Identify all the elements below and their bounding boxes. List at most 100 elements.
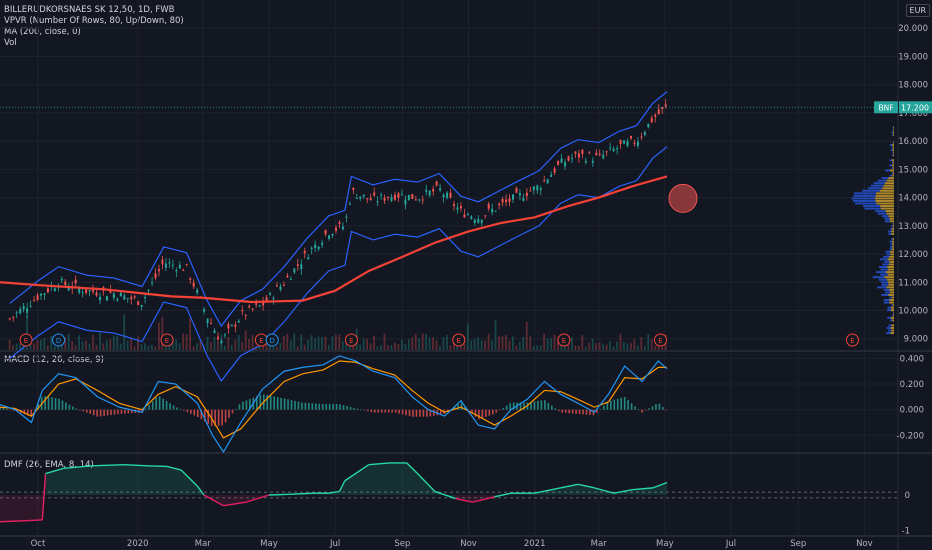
volume-bar	[532, 346, 535, 350]
volume-bar	[338, 334, 341, 350]
macd-hist-bar	[37, 403, 39, 410]
volume-bar	[50, 335, 53, 350]
candle-body	[154, 273, 157, 278]
macd-hist-bar	[363, 409, 366, 411]
macd-hist-bar	[30, 409, 33, 417]
volume-bar	[241, 341, 244, 350]
macd-hist-bar	[44, 396, 46, 410]
currency-badge[interactable]: EUR	[905, 4, 930, 17]
candle-body	[98, 296, 101, 301]
macd-hist-bar	[131, 409, 133, 414]
volume-bar	[616, 341, 618, 350]
candle-body	[366, 198, 369, 200]
candle-body	[345, 216, 348, 218]
macd-hist-bar	[54, 397, 57, 410]
event-marker-label-3: E	[259, 337, 263, 345]
vpvr-row-up	[886, 332, 891, 335]
vpvr-row-up	[892, 151, 894, 154]
volume-bar	[328, 344, 330, 350]
volume-bar	[400, 339, 403, 350]
candle-body	[643, 132, 646, 135]
candle-body	[29, 306, 32, 308]
candle-body	[577, 153, 580, 158]
candle-body	[432, 188, 435, 192]
volume-bar	[314, 338, 316, 350]
candle-body	[303, 250, 306, 254]
vpvr-row-down	[893, 128, 894, 131]
candle-body	[564, 162, 567, 167]
candle-body	[505, 199, 508, 203]
volume-bar	[88, 343, 91, 350]
macd-hist-bar	[242, 401, 244, 410]
indicator-vpvr[interactable]: VPVR (Number Of Rows, 80, Up/Down, 80)	[4, 16, 184, 26]
macd-hist-bar	[183, 409, 185, 411]
volume-bar	[78, 335, 80, 350]
volume-bar	[29, 341, 32, 350]
indicator-ma[interactable]: MA (200, close, 0)	[4, 27, 81, 37]
price-tick-7: 16.000	[898, 137, 928, 147]
candle-body	[612, 148, 615, 152]
event-marker-9	[845, 333, 859, 347]
volume-bar	[293, 333, 296, 350]
volume-bar	[564, 344, 566, 350]
vpvr-row-up	[888, 329, 892, 332]
dmf-segment	[166, 465, 182, 471]
candle-body	[421, 199, 424, 201]
candle-body	[515, 187, 518, 193]
candle-body	[189, 278, 192, 280]
macd-hist-bar	[273, 396, 275, 410]
volume-bar	[345, 341, 348, 350]
candle-body	[223, 334, 226, 336]
volume-bar	[362, 338, 365, 350]
volume-bar	[19, 344, 21, 350]
candle-body	[81, 292, 84, 294]
dmf-fill	[494, 493, 511, 497]
macd-hist-bar	[523, 402, 525, 410]
macd-hist-bar	[374, 409, 376, 413]
price-tick-3: 12.000	[898, 250, 928, 260]
vpvr-row-up	[889, 159, 892, 162]
vpvr-row-down	[888, 263, 894, 266]
candle-body	[536, 185, 539, 191]
macd-hist-bar	[575, 409, 577, 414]
macd-hist-bar	[106, 409, 109, 416]
vpvr-row-up	[888, 230, 892, 233]
dmf-fill	[268, 494, 290, 495]
dmf-fill	[406, 462, 418, 495]
volume-bar	[584, 346, 587, 350]
candle-body	[546, 179, 549, 184]
time-tick-1: 2020	[127, 539, 149, 549]
volume-bar	[473, 339, 476, 350]
macd-hist-bar	[436, 409, 439, 416]
candle-body	[33, 299, 36, 301]
indicator-vol[interactable]: Vol	[4, 38, 17, 48]
event-marker-6	[452, 333, 466, 347]
macd-hist-bar	[99, 409, 102, 417]
candle-body	[411, 194, 414, 199]
volume-bar	[36, 340, 39, 350]
dmf-segment	[92, 463, 125, 467]
candle-body	[629, 135, 632, 139]
vpvr-row-up	[891, 166, 894, 169]
event-marker-4	[265, 333, 279, 347]
macd-hist-bar	[557, 409, 560, 411]
volume-bar	[85, 340, 87, 350]
dmf-legend[interactable]: DMF (26, EMA, 8, 14)	[4, 460, 94, 470]
volume-bar	[494, 319, 497, 350]
volume-bar	[428, 337, 431, 350]
volume-bar	[130, 338, 133, 350]
time-tick-10: Jul	[725, 539, 736, 549]
macd-legend[interactable]: MACD (12, 26, close, 9)	[4, 355, 104, 365]
volume-bar	[216, 336, 219, 350]
volume-bar	[244, 330, 247, 350]
volume-bar	[522, 336, 525, 350]
macd-hist-bar	[644, 409, 647, 411]
vpvr-row-down	[886, 179, 894, 182]
dmf-fill	[26, 495, 43, 521]
candle-body	[484, 215, 487, 217]
candle-body	[463, 214, 466, 218]
vpvr-row-down	[892, 131, 894, 134]
event-marker-label-5: E	[349, 337, 353, 345]
